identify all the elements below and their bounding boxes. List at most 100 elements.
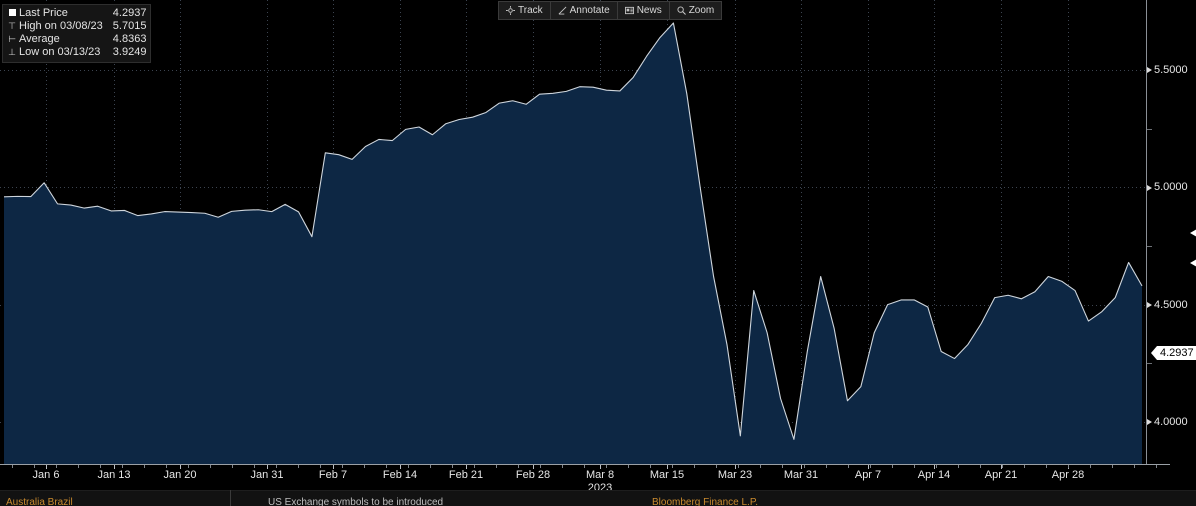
x-axis-minor-tick <box>606 465 607 468</box>
legend-label: High on 03/08/23 <box>19 20 103 32</box>
x-axis-minor-tick <box>1068 465 1069 468</box>
x-axis-tick <box>1001 465 1002 469</box>
toolbar-track-label: Track <box>518 5 543 16</box>
legend-row: ⊥ Low on 03/13/23 3.9249 <box>5 46 146 59</box>
x-axis-minor-tick <box>452 465 453 468</box>
legend-marker-low-icon: ⊥ <box>8 47 16 57</box>
x-axis-minor-tick <box>782 465 783 468</box>
x-axis-tick <box>735 465 736 469</box>
y-axis-minor-tick <box>1147 363 1152 365</box>
x-axis-minor-tick <box>364 465 365 468</box>
x-axis-tick-label: Mar 8 <box>585 469 615 481</box>
x-axis-minor-tick <box>1134 465 1135 468</box>
x-axis-minor-tick <box>694 465 695 468</box>
x-axis-minor-tick <box>210 465 211 468</box>
status-strip: Australia Brazil US Exchange symbols to … <box>0 490 1196 506</box>
x-axis-tick-label: Apr 21 <box>984 469 1018 481</box>
y-tick-arrow-icon <box>1147 418 1152 425</box>
x-axis-minor-tick <box>870 465 871 468</box>
x-axis-minor-tick <box>430 465 431 468</box>
x-axis-minor-tick <box>474 465 475 468</box>
x-axis-minor-tick <box>12 465 13 468</box>
zoom-icon <box>677 6 686 15</box>
chart-toolbar[interactable]: Track Annotate News Zoom <box>498 1 723 20</box>
x-axis-tick-label: Mar 23 <box>717 469 753 481</box>
legend-row: ⊤ High on 03/08/23 5.7015 <box>5 20 146 33</box>
toolbar-annotate-label: Annotate <box>569 5 610 16</box>
x-axis-tick <box>180 465 181 469</box>
x-axis-tick-label: Apr 14 <box>917 469 951 481</box>
x-axis-minor-tick <box>848 465 849 468</box>
x-axis-minor-tick <box>826 465 827 468</box>
x-axis-tick <box>46 465 47 469</box>
toolbar-annotate-button[interactable]: Annotate <box>551 2 618 19</box>
y-tick-arrow-icon <box>1147 184 1152 191</box>
toolbar-zoom-button[interactable]: Zoom <box>670 2 722 19</box>
x-axis-minor-tick <box>914 465 915 468</box>
news-icon <box>624 6 634 15</box>
x-axis-minor-tick <box>562 465 563 468</box>
x-axis-tick <box>466 465 467 469</box>
x-axis-tick <box>934 465 935 469</box>
x-axis-tick <box>600 465 601 469</box>
legend-value: 5.7015 <box>112 20 147 32</box>
x-axis-minor-tick <box>276 465 277 468</box>
x-axis-minor-tick <box>34 465 35 468</box>
x-axis-tick-label: Mar 31 <box>783 469 819 481</box>
x-axis-tick-label: Apr 7 <box>854 469 882 481</box>
last-price-tag: 4.2937 <box>1151 345 1196 360</box>
x-axis-minor-tick <box>78 465 79 468</box>
toolbar-track-button[interactable]: Track <box>499 2 551 19</box>
x-axis-minor-tick <box>254 465 255 468</box>
y-tick-arrow-icon <box>1147 67 1152 74</box>
status-left-text: Australia Brazil <box>6 497 73 506</box>
status-strip-divider <box>0 490 1196 491</box>
price-tag-value: 4.2937 <box>1157 345 1196 360</box>
x-axis-tick <box>333 465 334 469</box>
x-axis-tick <box>801 465 802 469</box>
legend-swatch <box>8 9 16 16</box>
toolbar-zoom-label: Zoom <box>688 5 715 16</box>
y-axis-tick-label: 4.5000 <box>1147 299 1188 311</box>
status-strip-separator <box>230 490 231 506</box>
x-axis-minor-tick <box>936 465 937 468</box>
y-axis-minor-tick <box>1147 246 1152 248</box>
y-axis: 4.2937 4.0000 4.5000 5.0000 5.5000 <box>1146 0 1196 464</box>
x-axis-minor-tick <box>716 465 717 468</box>
x-axis-minor-tick <box>804 465 805 468</box>
x-axis-minor-tick <box>1112 465 1113 468</box>
x-axis-minor-tick <box>342 465 343 468</box>
chart-plot-area[interactable] <box>0 0 1146 464</box>
status-right-text: Bloomberg Finance L.P. <box>652 497 758 506</box>
toolbar-news-button[interactable]: News <box>618 2 670 19</box>
x-axis-tick-label: Feb 7 <box>318 469 348 481</box>
legend-label: Average <box>19 33 60 45</box>
x-axis-tick <box>868 465 869 469</box>
y-axis-tick-label: 4.0000 <box>1147 416 1188 428</box>
x-axis-minor-tick <box>738 465 739 468</box>
toolbar-news-label: News <box>636 5 662 16</box>
x-axis-line <box>0 464 1170 465</box>
x-axis-minor-tick <box>958 465 959 468</box>
x-axis-tick-label: Feb 14 <box>382 469 418 481</box>
x-axis-minor-tick <box>56 465 57 468</box>
x-axis-tick-label: Jan 6 <box>32 469 60 481</box>
x-axis-minor-tick <box>584 465 585 468</box>
x-axis-minor-tick <box>1090 465 1091 468</box>
annotate-icon <box>558 6 567 15</box>
legend-value: 4.2937 <box>112 7 147 19</box>
x-axis-minor-tick <box>1024 465 1025 468</box>
x-axis-minor-tick <box>650 465 651 468</box>
x-axis-minor-tick <box>408 465 409 468</box>
x-axis-minor-tick <box>760 465 761 468</box>
chart-legend: Last Price 4.2937 ⊤ High on 03/08/23 5.7015 ⊢… <box>2 4 152 63</box>
x-axis-minor-tick <box>1156 465 1157 468</box>
x-axis-minor-tick <box>166 465 167 468</box>
x-axis-minor-tick <box>892 465 893 468</box>
x-axis-minor-tick <box>672 465 673 468</box>
y-axis-minor-tick <box>1147 128 1152 130</box>
x-axis-tick-label: Mar 15 <box>649 469 685 481</box>
x-axis-tick <box>114 465 115 469</box>
x-axis-minor-tick <box>320 465 321 468</box>
